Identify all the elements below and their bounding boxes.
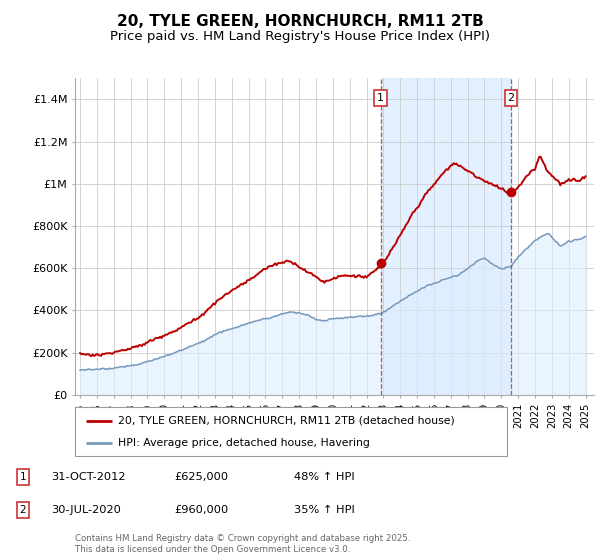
Text: 35% ↑ HPI: 35% ↑ HPI [294,505,355,515]
Text: 1: 1 [377,93,384,103]
Text: Price paid vs. HM Land Registry's House Price Index (HPI): Price paid vs. HM Land Registry's House … [110,30,490,43]
Bar [380,78,511,395]
Text: 20, TYLE GREEN, HORNCHURCH, RM11 2TB: 20, TYLE GREEN, HORNCHURCH, RM11 2TB [116,14,484,29]
Text: £960,000: £960,000 [174,505,228,515]
Text: 20, TYLE GREEN, HORNCHURCH, RM11 2TB (detached house): 20, TYLE GREEN, HORNCHURCH, RM11 2TB (de… [118,416,455,426]
Text: HPI: Average price, detached house, Havering: HPI: Average price, detached house, Have… [118,437,370,447]
Text: 31-OCT-2012: 31-OCT-2012 [51,472,125,482]
Text: 2: 2 [508,93,515,103]
Text: 1: 1 [19,472,26,482]
FancyBboxPatch shape [75,407,507,456]
Text: £625,000: £625,000 [174,472,228,482]
Text: 30-JUL-2020: 30-JUL-2020 [51,505,121,515]
Text: 2: 2 [19,505,26,515]
Text: Contains HM Land Registry data © Crown copyright and database right 2025.
This d: Contains HM Land Registry data © Crown c… [75,534,410,554]
Text: 48% ↑ HPI: 48% ↑ HPI [294,472,355,482]
